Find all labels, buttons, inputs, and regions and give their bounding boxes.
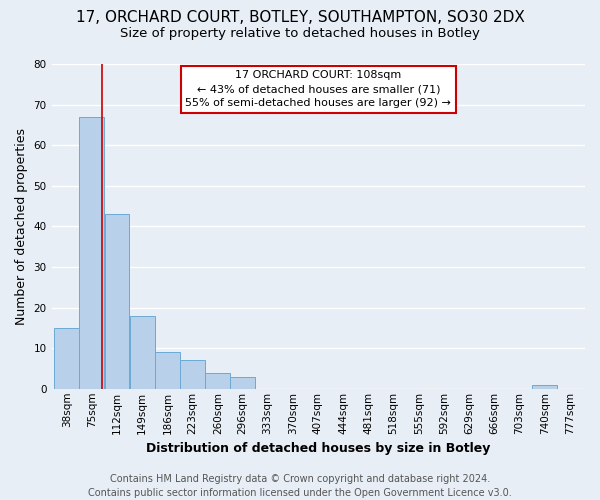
- Y-axis label: Number of detached properties: Number of detached properties: [15, 128, 28, 325]
- Bar: [532, 384, 557, 389]
- Text: Contains HM Land Registry data © Crown copyright and database right 2024.
Contai: Contains HM Land Registry data © Crown c…: [88, 474, 512, 498]
- Bar: [79, 117, 104, 389]
- Bar: [230, 376, 255, 389]
- Bar: [54, 328, 79, 389]
- Bar: [205, 372, 230, 389]
- Text: 17 ORCHARD COURT: 108sqm
← 43% of detached houses are smaller (71)
55% of semi-d: 17 ORCHARD COURT: 108sqm ← 43% of detach…: [185, 70, 451, 108]
- Text: Size of property relative to detached houses in Botley: Size of property relative to detached ho…: [120, 28, 480, 40]
- Text: 17, ORCHARD COURT, BOTLEY, SOUTHAMPTON, SO30 2DX: 17, ORCHARD COURT, BOTLEY, SOUTHAMPTON, …: [76, 10, 524, 25]
- Bar: [155, 352, 180, 389]
- Bar: [180, 360, 205, 389]
- Bar: [130, 316, 155, 389]
- X-axis label: Distribution of detached houses by size in Botley: Distribution of detached houses by size …: [146, 442, 490, 455]
- Bar: [104, 214, 130, 389]
